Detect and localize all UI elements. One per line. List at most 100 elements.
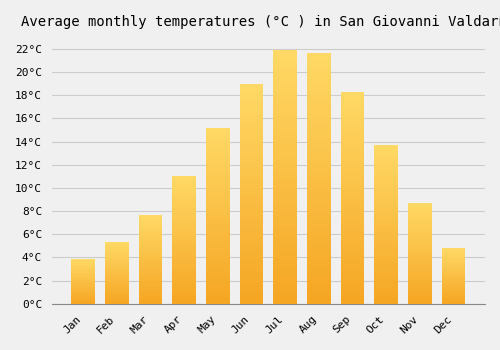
Bar [274, 96, 297, 101]
Bar [206, 212, 230, 216]
Bar [138, 288, 162, 289]
Bar [307, 224, 330, 229]
Bar [408, 237, 432, 239]
Bar [206, 195, 230, 198]
Bar [138, 266, 162, 268]
Bar [240, 123, 264, 128]
Bar [408, 235, 432, 237]
Bar [408, 225, 432, 227]
Bar [240, 233, 264, 238]
Bar [172, 291, 196, 294]
Bar [340, 219, 364, 223]
Bar [206, 293, 230, 297]
Bar [442, 302, 466, 303]
Bar [274, 146, 297, 152]
Bar [240, 145, 264, 149]
Bar [340, 295, 364, 300]
Bar [138, 300, 162, 302]
Bar [307, 234, 330, 239]
Bar [408, 241, 432, 243]
Bar [340, 100, 364, 104]
Bar [138, 224, 162, 225]
Bar [408, 223, 432, 225]
Bar [307, 274, 330, 279]
Bar [138, 265, 162, 266]
Bar [105, 298, 128, 299]
Bar [274, 50, 297, 55]
Bar [307, 229, 330, 234]
Bar [240, 97, 264, 101]
Bar [307, 124, 330, 128]
Bar [240, 159, 264, 163]
Bar [274, 101, 297, 106]
Bar [442, 251, 466, 252]
Bar [72, 297, 95, 298]
Bar [138, 268, 162, 270]
Bar [240, 185, 264, 189]
Bar [105, 258, 128, 260]
Bar [307, 214, 330, 219]
Bar [172, 225, 196, 228]
Bar [240, 167, 264, 172]
Bar [72, 291, 95, 292]
Bar [374, 161, 398, 164]
Bar [172, 179, 196, 181]
Bar [105, 253, 128, 255]
Bar [408, 280, 432, 282]
Bar [72, 293, 95, 294]
Bar [206, 209, 230, 212]
Bar [206, 219, 230, 223]
Bar [138, 229, 162, 231]
Bar [274, 273, 297, 279]
Bar [105, 275, 128, 277]
Bar [408, 251, 432, 253]
Bar [374, 221, 398, 224]
Bar [408, 233, 432, 235]
Bar [240, 114, 264, 119]
Bar [206, 138, 230, 142]
Bar [206, 198, 230, 202]
Bar [72, 283, 95, 284]
Bar [206, 254, 230, 258]
Bar [442, 282, 466, 283]
Bar [240, 238, 264, 242]
Bar [105, 292, 128, 293]
Bar [307, 93, 330, 98]
Bar [340, 142, 364, 147]
Bar [105, 287, 128, 288]
Bar [206, 181, 230, 184]
Bar [72, 277, 95, 278]
Bar [274, 197, 297, 202]
Bar [340, 151, 364, 155]
Bar [72, 261, 95, 262]
Bar [138, 281, 162, 282]
Bar [408, 294, 432, 296]
Bar [138, 247, 162, 248]
Bar [240, 176, 264, 181]
Bar [274, 233, 297, 238]
Bar [307, 104, 330, 108]
Bar [138, 277, 162, 279]
Bar [206, 286, 230, 290]
Bar [408, 258, 432, 259]
Bar [274, 65, 297, 70]
Bar [105, 301, 128, 303]
Bar [172, 268, 196, 271]
Bar [408, 267, 432, 270]
Bar [374, 193, 398, 196]
Bar [442, 294, 466, 295]
Bar [442, 267, 466, 268]
Bar [340, 92, 364, 96]
Bar [138, 234, 162, 236]
Bar [105, 281, 128, 282]
Bar [408, 211, 432, 213]
Bar [172, 250, 196, 253]
Bar [340, 96, 364, 100]
Bar [274, 126, 297, 131]
Bar [340, 155, 364, 160]
Bar [307, 53, 330, 58]
Bar [442, 265, 466, 266]
Bar [340, 232, 364, 236]
Bar [172, 273, 196, 276]
Bar [105, 272, 128, 273]
